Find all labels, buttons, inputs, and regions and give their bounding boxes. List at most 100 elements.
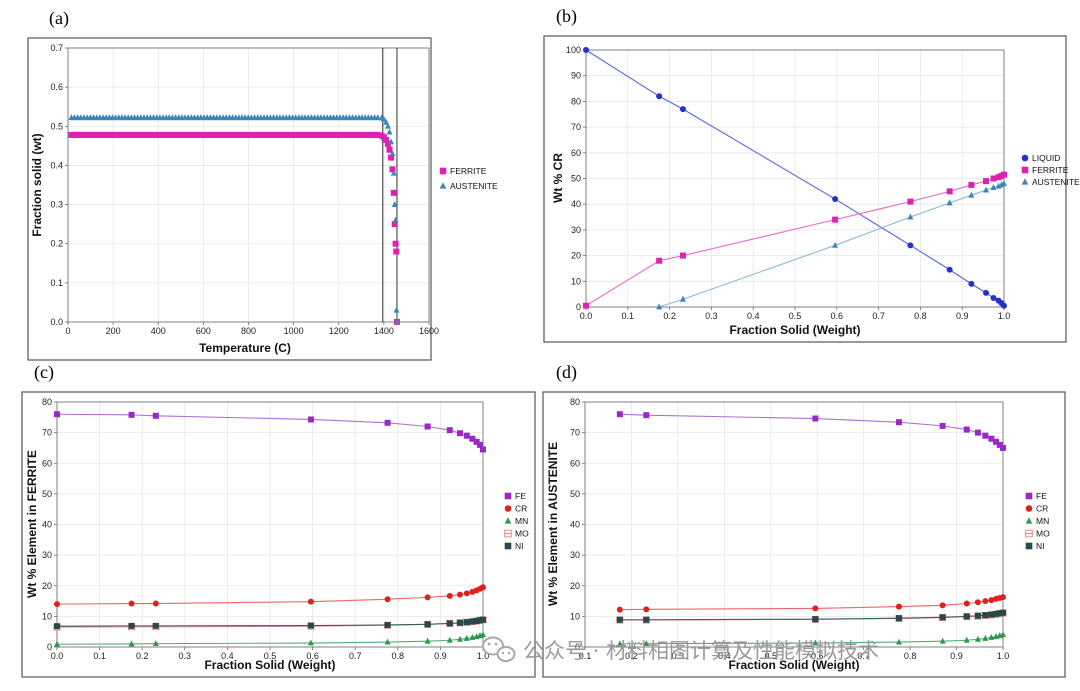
data-point — [330, 131, 337, 138]
y-tick-label: 10 — [42, 611, 52, 621]
legend-marker-fe — [1025, 492, 1033, 500]
x-tick-label: 1000 — [284, 326, 304, 336]
data-point — [307, 416, 314, 423]
data-point — [74, 131, 81, 138]
x-tick-label: 0.4 — [747, 311, 760, 321]
legend-marker-liquid — [1021, 154, 1029, 162]
data-point — [446, 620, 453, 627]
y-tick-label: 40 — [571, 199, 581, 209]
series-mn — [54, 631, 486, 647]
series-ferrite — [583, 171, 1007, 309]
data-point — [295, 131, 302, 138]
y-tick-label: 60 — [570, 458, 580, 468]
y-tick-label: 40 — [570, 520, 580, 530]
x-tick-label: 0.2 — [625, 651, 638, 661]
x-axis-title: Fraction Solid (Weight) — [204, 658, 335, 672]
data-point — [152, 640, 159, 647]
legend-label-ferrite: FERRITE — [450, 166, 487, 176]
plot-border — [67, 47, 430, 323]
data-point — [365, 131, 372, 138]
data-point — [679, 252, 686, 259]
data-point — [368, 131, 375, 138]
y-tick-label: 30 — [42, 550, 52, 560]
y-tick-label: 30 — [571, 225, 581, 235]
x-tick-label: 600 — [196, 326, 211, 336]
legend-label-fe: FE — [1036, 491, 1047, 501]
y-tick-label: 40 — [42, 520, 52, 530]
data-point — [990, 175, 997, 182]
data-point — [907, 213, 914, 220]
data-point — [988, 611, 995, 618]
data-point — [1000, 631, 1006, 638]
data-point — [188, 131, 195, 138]
y-axis-title: Fraction solid (wt) — [30, 133, 44, 236]
y-tick-label: 0.6 — [50, 82, 63, 92]
data-point — [374, 131, 381, 138]
legend-marker-cr — [1025, 505, 1033, 512]
data-point — [583, 47, 589, 53]
data-point — [267, 131, 274, 138]
data-point — [391, 201, 398, 207]
data-point — [298, 131, 305, 138]
data-point — [463, 432, 470, 439]
data-point — [286, 131, 293, 138]
legend-label-fe: FE — [515, 491, 526, 501]
x-tick-label: 0 — [65, 326, 70, 336]
data-point — [982, 634, 989, 641]
plot-border — [584, 401, 1004, 648]
y-tick-label: 20 — [42, 581, 52, 591]
data-point — [389, 166, 396, 173]
series-mn — [616, 631, 1006, 647]
data-point — [939, 602, 946, 609]
y-tick-label: 20 — [570, 581, 580, 591]
data-point — [963, 636, 970, 643]
data-point — [446, 427, 453, 434]
data-point — [832, 196, 839, 203]
y-tick-label: 80 — [571, 96, 581, 106]
panel-letter-a: (a) — [49, 8, 69, 29]
x-tick-label: 0.8 — [904, 651, 917, 661]
data-point — [982, 598, 989, 605]
data-point — [473, 438, 480, 445]
data-point — [289, 131, 296, 138]
data-point — [456, 591, 463, 598]
data-point — [480, 631, 486, 638]
data-point — [982, 432, 989, 439]
data-point — [292, 131, 299, 138]
data-point — [273, 131, 280, 138]
data-point — [152, 600, 159, 607]
data-point — [245, 131, 252, 138]
data-point — [93, 131, 100, 138]
x-tick-label: 0.5 — [264, 651, 277, 661]
data-point — [393, 318, 400, 325]
x-tick-label: 200 — [106, 326, 121, 336]
data-point — [264, 131, 271, 138]
legend-marker-mn — [504, 517, 512, 524]
y-tick-label: 60 — [571, 148, 581, 158]
data-point — [280, 131, 287, 138]
series-fe — [616, 411, 1006, 451]
legend-marker-cr — [504, 505, 512, 512]
legend-marker-ni — [504, 542, 512, 550]
data-point — [77, 131, 84, 138]
y-tick-label: 50 — [571, 174, 581, 184]
data-point — [254, 131, 261, 138]
data-point — [213, 131, 220, 138]
data-point — [232, 131, 239, 138]
data-point — [384, 638, 391, 645]
data-point — [996, 441, 1003, 448]
series-cr — [54, 584, 486, 608]
data-point — [616, 606, 623, 613]
legend-marker-austenite — [1021, 178, 1029, 185]
data-point — [383, 136, 390, 143]
x-tick-label: 1.0 — [997, 651, 1010, 661]
data-point — [939, 614, 946, 621]
data-point — [424, 594, 431, 601]
data-point — [656, 303, 663, 310]
data-point — [895, 603, 902, 610]
x-tick-label: 0.3 — [179, 651, 192, 661]
data-point — [895, 615, 902, 622]
data-point — [1000, 609, 1006, 616]
data-point — [988, 435, 995, 442]
x-tick-label: 0.6 — [831, 311, 844, 321]
